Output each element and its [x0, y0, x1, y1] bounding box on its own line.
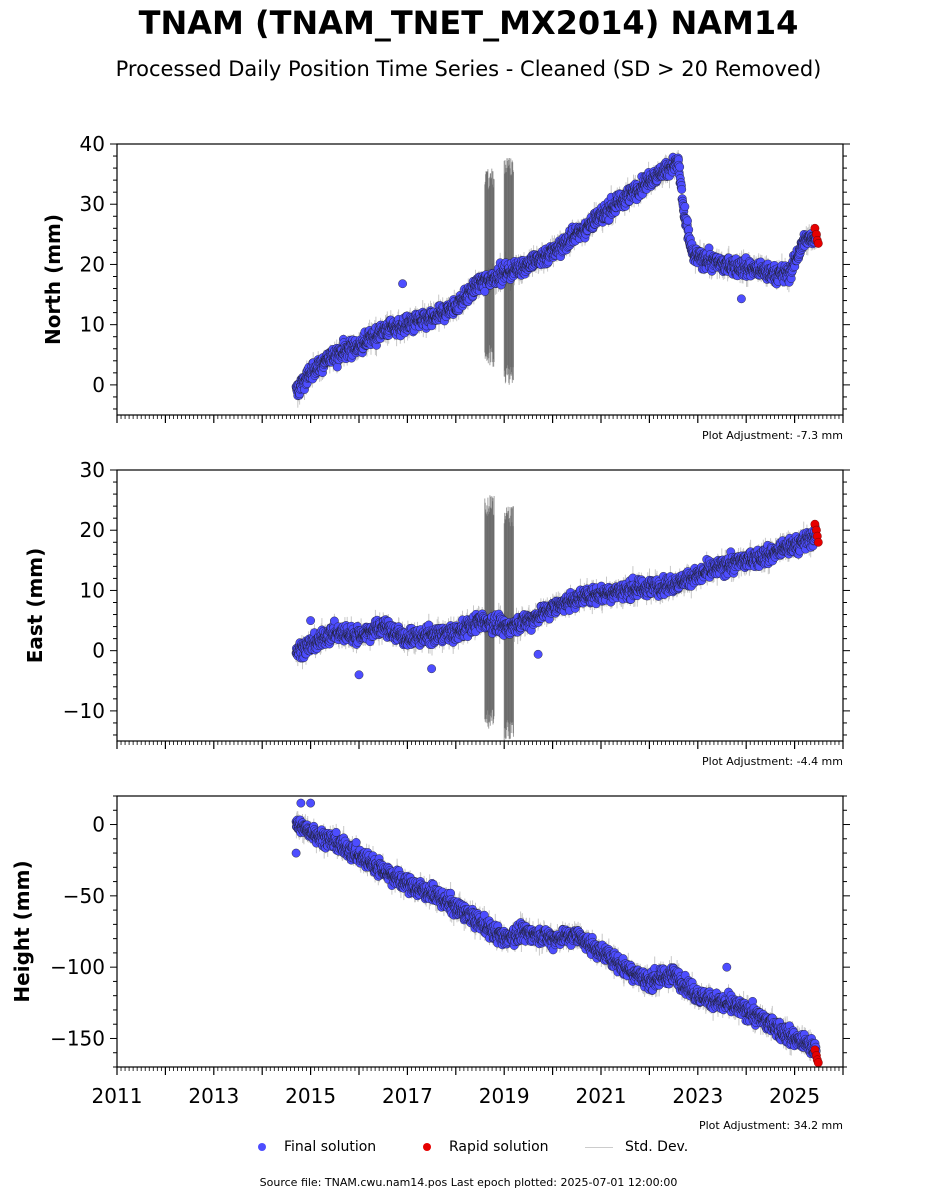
final-point-outlier — [480, 287, 490, 296]
plot-adjustment-note: Plot Adjustment: -7.3 mm — [702, 429, 843, 442]
panel-data — [291, 495, 823, 741]
chart-title: TNAM (TNAM_TNET_MX2014) NAM14 — [138, 4, 799, 42]
chart-subtitle: Processed Daily Position Time Series - C… — [115, 57, 822, 81]
y-tick-label: 10 — [80, 313, 105, 337]
std-dev-bars — [295, 521, 817, 670]
rapid-solution-points — [810, 223, 823, 248]
y-tick-label: 20 — [80, 252, 105, 276]
rapid-point — [813, 238, 823, 248]
final-point — [675, 162, 685, 172]
final-point-outlier — [398, 279, 407, 289]
final-point — [332, 362, 342, 372]
final-solution-points — [291, 522, 821, 680]
final-point — [683, 216, 692, 226]
final-point — [680, 202, 690, 212]
y-tick-label: 40 — [80, 132, 105, 156]
panel-1: 0 10 20 30 40 North (mm) Plot Adjustment: -7.3… — [41, 132, 850, 442]
final-point-outlier — [737, 294, 746, 304]
panel-data — [291, 150, 823, 408]
y-tick-label: 30 — [80, 192, 105, 216]
final-point — [677, 184, 687, 194]
final-solution-points — [291, 152, 821, 401]
y-tick-label: 0 — [92, 373, 105, 397]
y-axis-label: North (mm) — [41, 214, 65, 345]
